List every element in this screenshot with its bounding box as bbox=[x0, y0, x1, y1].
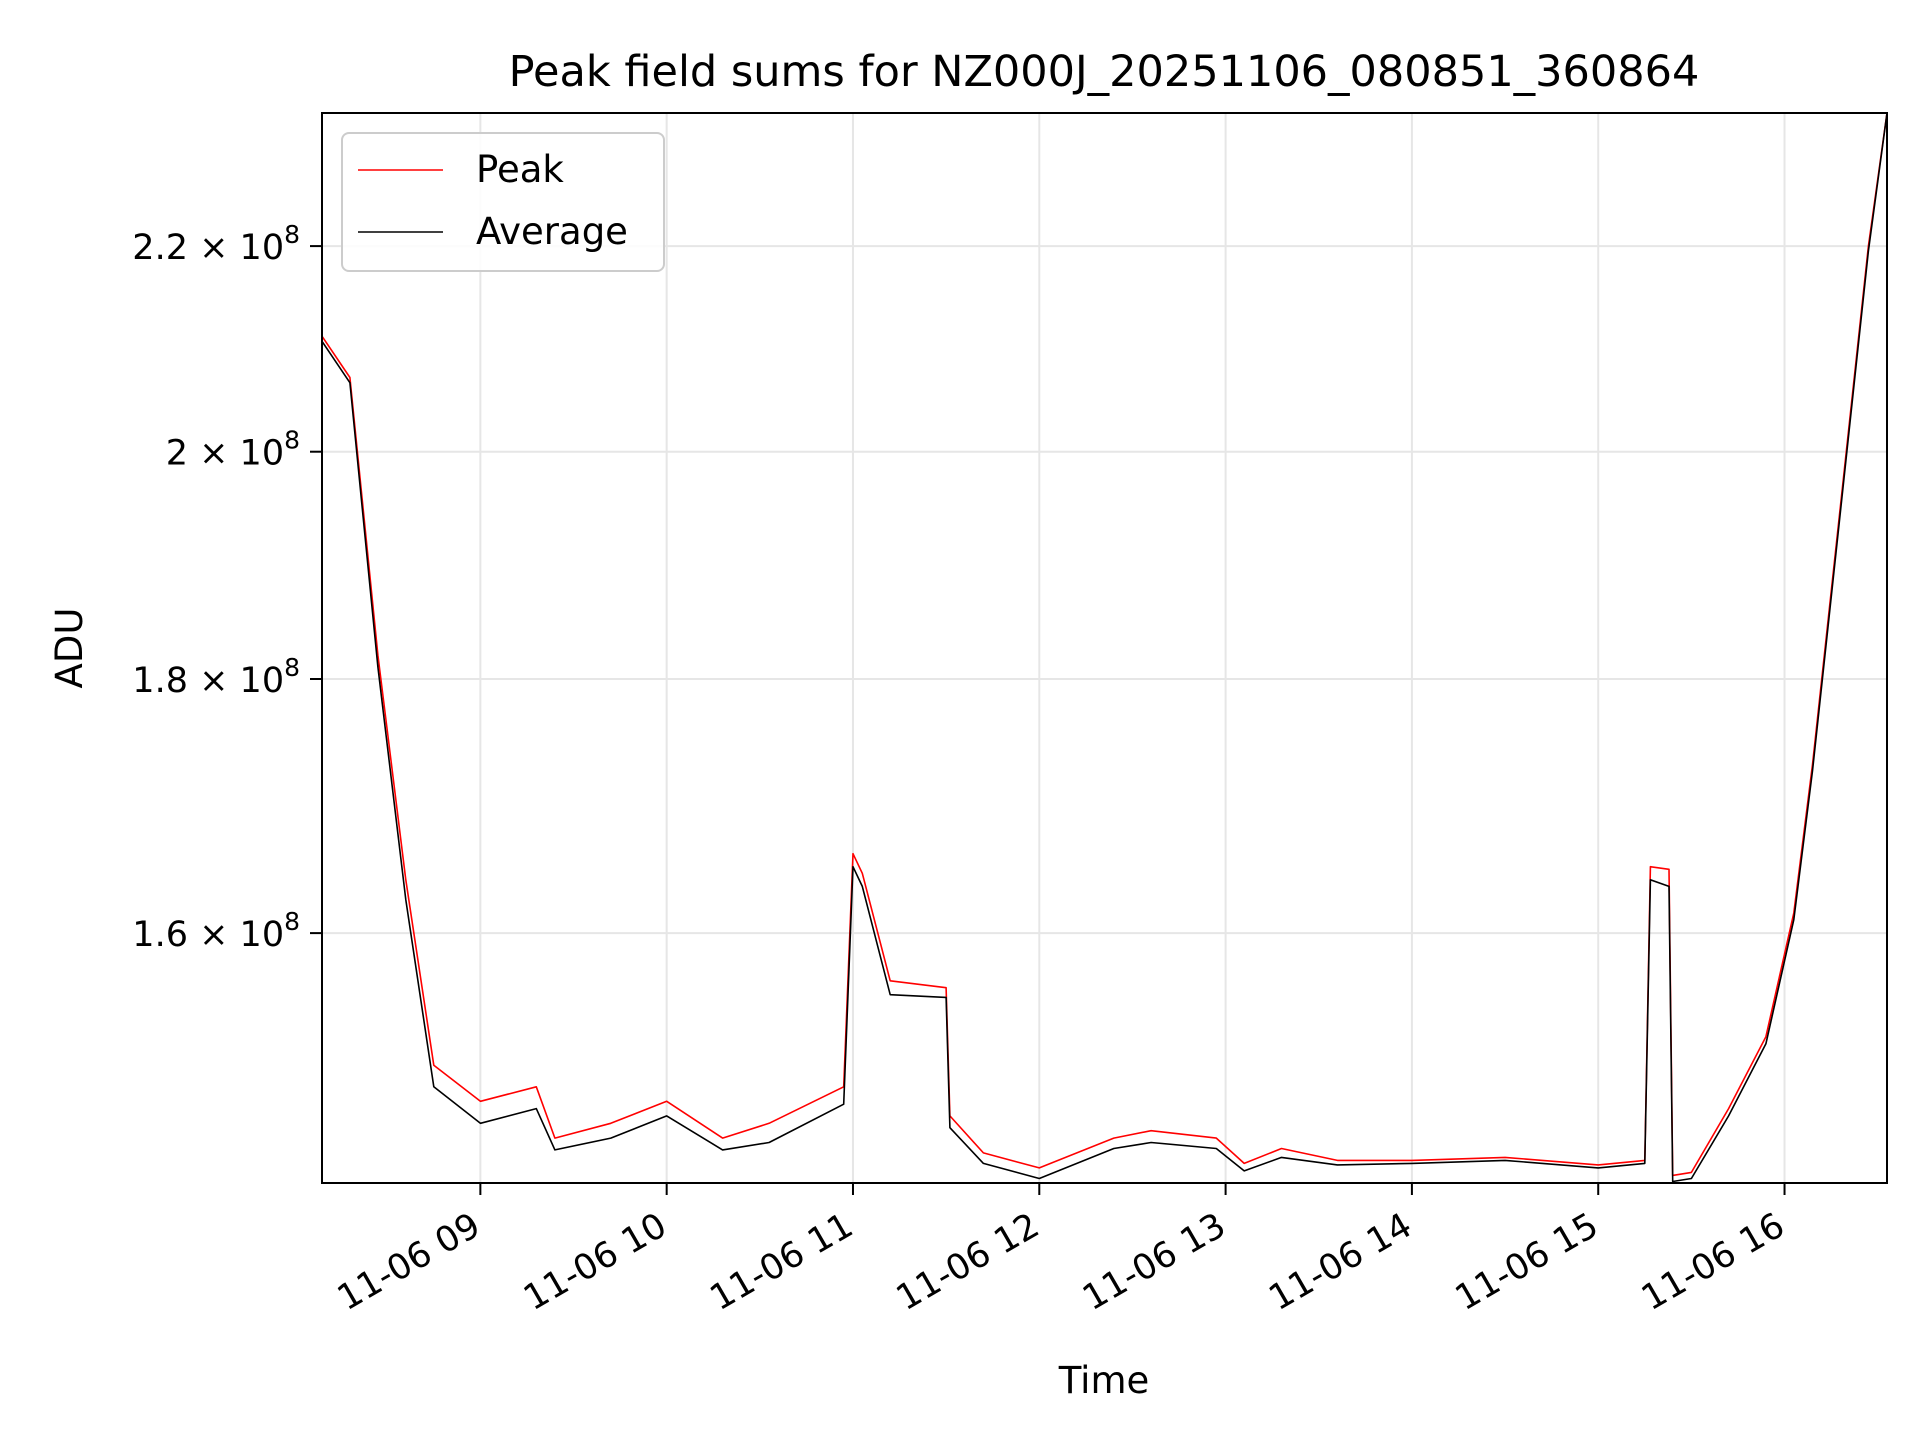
y-tick-exponent: 8 bbox=[284, 907, 300, 936]
x-axis-label: Time bbox=[1058, 1359, 1150, 1402]
chart-title: Peak field sums for NZ000J_20251106_0808… bbox=[509, 47, 1700, 97]
y-tick-exponent: 8 bbox=[284, 653, 300, 682]
legend-box bbox=[341, 132, 665, 272]
y-tick-label: 1.8 × 108 bbox=[132, 653, 300, 701]
legend-peak-label: Peak bbox=[476, 148, 564, 191]
y-tick-exponent: 8 bbox=[284, 426, 300, 455]
legend-average-label: Average bbox=[476, 210, 628, 253]
y-tick-mantissa: 1.6 bbox=[132, 915, 188, 955]
y-tick-times: × bbox=[188, 915, 240, 955]
y-tick-base: 10 bbox=[240, 434, 285, 474]
y-tick-base: 10 bbox=[240, 228, 285, 268]
series-line-peak bbox=[321, 112, 1888, 1177]
y-tick-mantissa: 1.8 bbox=[132, 661, 188, 701]
y-tick-times: × bbox=[188, 434, 240, 474]
series-line-average bbox=[321, 112, 1888, 1183]
y-tick-times: × bbox=[188, 661, 240, 701]
y-tick-exponent: 8 bbox=[284, 220, 300, 249]
y-tick-label: 2.2 × 108 bbox=[132, 220, 300, 268]
legend: Peak Average bbox=[341, 132, 665, 272]
y-tick-label: 1.6 × 108 bbox=[132, 907, 300, 955]
y-axis-label: ADU bbox=[48, 608, 91, 689]
y-tick-label: 2 × 108 bbox=[166, 426, 300, 474]
y-tick-mantissa: 2.2 bbox=[132, 228, 188, 268]
y-tick-times: × bbox=[188, 228, 240, 268]
axes-frame bbox=[321, 112, 1888, 1184]
series-layer bbox=[321, 112, 1888, 1183]
y-tick-mantissa: 2 bbox=[166, 434, 188, 474]
y-tick-base: 10 bbox=[240, 661, 285, 701]
y-tick-base: 10 bbox=[240, 915, 285, 955]
